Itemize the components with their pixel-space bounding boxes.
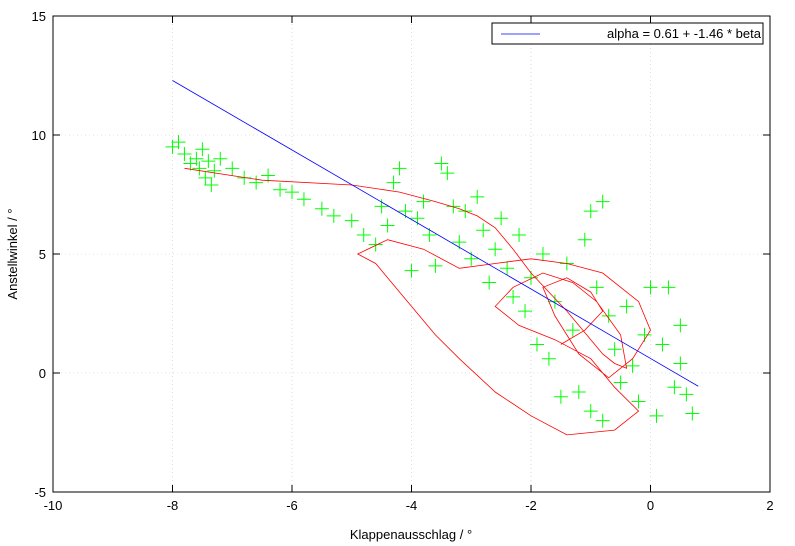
data-point xyxy=(631,394,646,409)
data-point xyxy=(476,223,491,238)
data-point xyxy=(512,227,527,242)
legend: alpha = 0.61 + -1.46 * beta xyxy=(491,22,764,45)
x-tick-label: -4 xyxy=(406,498,418,513)
data-point xyxy=(470,189,485,204)
y-axis-label: Anstellwinkel / ° xyxy=(5,208,20,299)
data-point xyxy=(613,375,628,390)
data-point xyxy=(583,404,598,419)
data-point xyxy=(207,163,222,178)
data-point xyxy=(571,385,586,400)
data-point xyxy=(171,135,186,150)
y-tick-label: -5 xyxy=(34,485,46,500)
data-point xyxy=(547,294,562,309)
data-point xyxy=(380,218,395,233)
data-point xyxy=(655,337,670,352)
data-point xyxy=(488,242,503,257)
data-points xyxy=(165,135,700,428)
data-point xyxy=(529,337,544,352)
data-point xyxy=(482,275,497,290)
data-point xyxy=(673,356,688,371)
data-point xyxy=(500,261,515,276)
y-tick-label: 15 xyxy=(32,9,46,24)
data-point xyxy=(326,208,341,223)
data-point xyxy=(225,161,240,176)
data-point xyxy=(204,177,219,192)
x-tick-label: 2 xyxy=(766,498,773,513)
data-point xyxy=(434,156,449,171)
data-point xyxy=(446,199,461,214)
data-point xyxy=(601,308,616,323)
legend-label: alpha = 0.61 + -1.46 * beta xyxy=(607,26,762,41)
data-point xyxy=(285,185,299,200)
x-tick-label: -2 xyxy=(525,498,537,513)
data-point xyxy=(673,318,688,333)
data-point xyxy=(583,204,598,219)
data-point xyxy=(195,142,210,157)
data-point xyxy=(296,192,311,207)
data-point xyxy=(607,342,622,357)
data-point xyxy=(619,299,634,314)
data-point xyxy=(201,154,216,169)
data-point xyxy=(649,408,664,423)
data-point xyxy=(595,194,610,209)
data-point xyxy=(416,194,431,209)
data-point xyxy=(535,247,550,261)
data-point xyxy=(685,406,700,421)
y-tick-label: 0 xyxy=(39,366,46,381)
data-point xyxy=(198,170,213,185)
data-point xyxy=(273,182,288,197)
data-point xyxy=(518,304,533,319)
data-point xyxy=(494,211,509,226)
x-tick-label: -10 xyxy=(44,498,63,513)
y-tick-label: 10 xyxy=(32,128,46,143)
x-tick-label: -6 xyxy=(286,498,298,513)
trace-line xyxy=(184,167,651,436)
data-point xyxy=(541,351,556,366)
data-point xyxy=(189,151,204,166)
data-point xyxy=(213,151,228,166)
data-point xyxy=(428,258,443,273)
data-point xyxy=(506,289,521,304)
x-tick-label: -8 xyxy=(167,498,179,513)
axis-ticks: -10 -8 -6 -4 -2 0 2 -5 0 5 10 15 xyxy=(32,9,774,513)
x-axis-label: Klappenausschlag / ° xyxy=(350,527,472,542)
y-tick-label: 5 xyxy=(39,247,46,262)
data-point xyxy=(404,263,419,278)
data-point xyxy=(589,280,604,295)
data-point xyxy=(595,413,610,428)
data-point xyxy=(249,175,264,190)
grid xyxy=(53,16,770,492)
data-point xyxy=(368,237,383,252)
data-point xyxy=(440,166,455,181)
fit-line xyxy=(172,80,699,387)
data-point xyxy=(661,280,676,295)
x-tick-label: 0 xyxy=(647,498,654,513)
data-point xyxy=(667,380,682,395)
data-point xyxy=(344,213,359,228)
data-point xyxy=(452,235,467,250)
data-point xyxy=(565,323,580,338)
data-point xyxy=(356,227,371,242)
data-point xyxy=(192,161,207,176)
data-point xyxy=(553,389,568,404)
data-point xyxy=(314,201,329,216)
data-point xyxy=(177,147,192,162)
data-point xyxy=(386,175,401,190)
data-point xyxy=(643,280,658,295)
data-point xyxy=(625,358,640,373)
data-point xyxy=(577,232,592,247)
data-point xyxy=(679,387,694,402)
legend-box xyxy=(491,22,764,45)
data-point xyxy=(392,161,407,176)
